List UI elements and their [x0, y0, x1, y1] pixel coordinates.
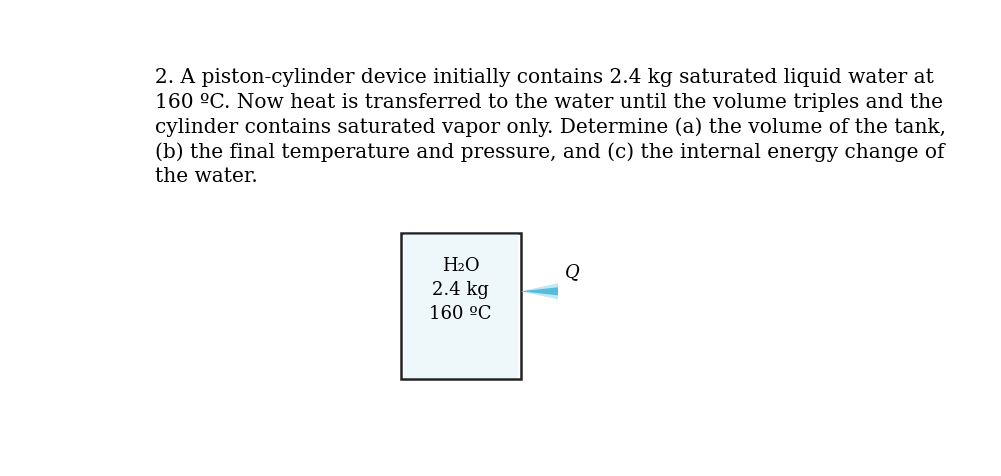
Text: 2.4 kg: 2.4 kg	[432, 280, 489, 298]
Bar	[403, 235, 518, 378]
Polygon shape	[521, 288, 558, 296]
Text: Q: Q	[565, 263, 580, 280]
Bar	[400, 233, 521, 380]
Text: H₂O: H₂O	[441, 256, 479, 274]
Text: 2. A piston-cylinder device initially contains 2.4 kg saturated liquid water at
: 2. A piston-cylinder device initially co…	[154, 68, 946, 186]
Polygon shape	[521, 284, 558, 300]
Text: 160 ºC: 160 ºC	[429, 304, 491, 322]
